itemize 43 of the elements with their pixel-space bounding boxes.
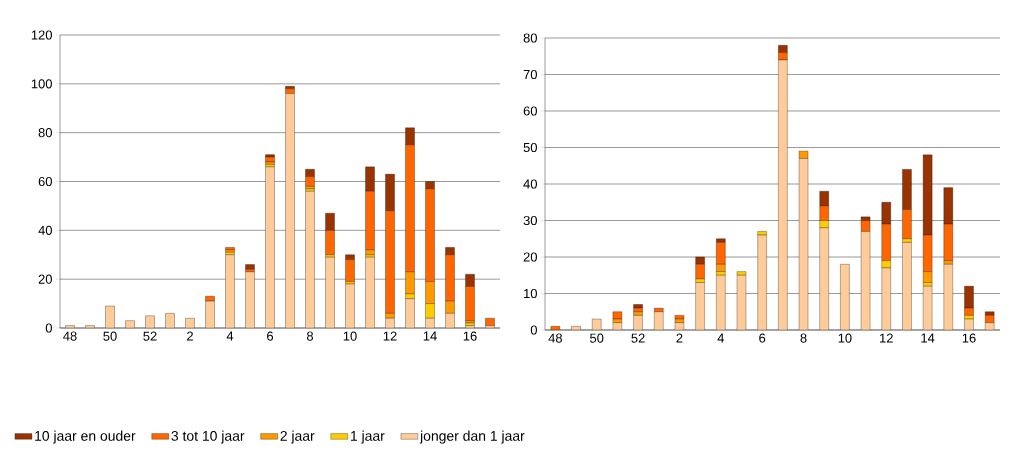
y-tick-label: 40	[523, 179, 537, 189]
x-tick-label: 48	[63, 331, 77, 341]
y-tick-label: 80	[38, 128, 52, 138]
y-tick-label: 100	[31, 79, 52, 89]
y-tick-label: 10	[524, 288, 537, 299]
x-tick-label: 48	[548, 333, 562, 343]
y-tick-label: 20	[523, 252, 537, 262]
x-tick-label: 8	[800, 333, 807, 343]
x-tick-label: 50	[103, 331, 117, 341]
x-tick-label: 10	[343, 331, 357, 341]
x-tick-label: 6	[759, 333, 766, 343]
x-tick-label: 14	[921, 333, 935, 343]
legend-label: 2 jaar	[280, 430, 315, 444]
x-tick-label: 52	[143, 331, 157, 341]
legend-label: 3 tot 10 jaar	[171, 430, 245, 444]
y-tick-label: 40	[38, 225, 52, 235]
x-tick-label: 4	[226, 331, 234, 341]
x-tick-label: 12	[383, 331, 397, 341]
legend-label: jonger dan 1 jaar	[419, 430, 525, 444]
legend-label: 1 jaar	[351, 430, 385, 444]
x-tick-label: 2	[676, 333, 683, 343]
y-tick-label: 50	[523, 142, 537, 153]
y-tick-label: 60	[523, 106, 537, 116]
x-tick-label: 4	[717, 333, 725, 343]
x-tick-label: 8	[306, 331, 314, 341]
legend-label: 10 jaar en ouder	[35, 430, 136, 444]
x-tick-label: 2	[187, 331, 193, 341]
y-tick-label: 60	[38, 176, 52, 187]
y-tick-label: 0	[530, 325, 537, 335]
x-tick-label: 16	[962, 333, 976, 343]
y-tick-label: 70	[523, 69, 537, 80]
y-tick-label: 30	[523, 215, 537, 226]
x-tick-label: 12	[880, 333, 893, 343]
y-tick-label: 120	[31, 30, 52, 40]
y-tick-label: 0	[45, 323, 52, 333]
x-tick-label: 6	[267, 331, 274, 341]
x-tick-label: 50	[590, 333, 604, 343]
x-tick-label: 16	[463, 331, 477, 341]
y-tick-label: 20	[38, 274, 52, 284]
x-tick-label: 10	[838, 333, 852, 343]
y-tick-label: 80	[523, 33, 537, 43]
x-tick-label: 14	[423, 331, 437, 341]
x-tick-label: 52	[631, 333, 645, 343]
